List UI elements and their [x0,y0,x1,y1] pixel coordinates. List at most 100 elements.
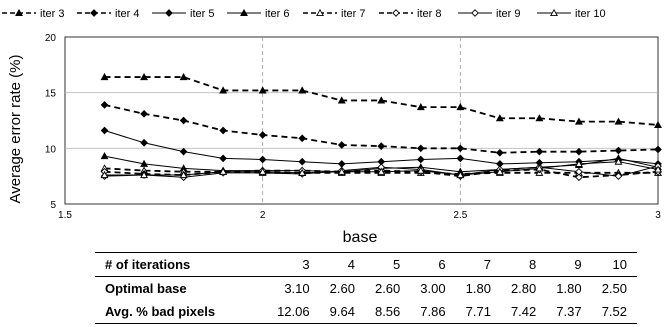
data-point [496,148,504,157]
legend-entry: iter 10 [537,8,606,20]
table-cell: 3 [265,252,320,277]
data-point [416,155,425,164]
tick-labels: 5 10 15 20 1.5 2 2.5 3 [45,33,661,221]
data-point [298,86,307,94]
data-point [614,157,623,165]
data-point [535,164,544,172]
data-point [298,168,307,176]
legend-label: iter 6 [265,8,289,20]
data-point [575,173,583,182]
data-point [392,9,400,17]
data-point [219,154,227,163]
table-cell: 2.80 [510,281,537,296]
data-point [100,170,109,179]
legend-entry: iter 5 [152,8,214,20]
data-point [140,138,148,147]
legend-label: iter 3 [40,8,64,20]
data-point [574,117,583,125]
y-tick-label: 5 [50,200,56,211]
data-point [377,96,386,104]
data-point [90,9,98,17]
data-point [219,86,228,94]
table-cell: 5 [364,252,411,277]
data-point [179,116,188,125]
data-point [535,147,544,156]
table-cell: 1.80 [556,281,582,296]
data-point [179,147,188,156]
data-point [15,8,23,17]
series-iter-3 [100,72,662,128]
series-line [104,167,658,175]
data-point [495,114,504,122]
data-point [100,152,109,160]
legend-label: iter 10 [575,8,606,20]
data-point [416,103,425,111]
gridlines [65,37,658,204]
data-point [258,86,267,94]
x-axis-label: base [343,229,378,246]
data-point [377,167,386,175]
data-point [337,160,346,168]
data-point [337,96,346,104]
data-point [179,170,188,179]
data-point [535,114,544,122]
row-label: Optimal base [105,281,187,296]
data-point [179,72,188,81]
data-point [471,9,479,17]
data-point [219,126,227,135]
data-point [165,9,173,17]
legend-label: iter 8 [417,8,441,20]
data-point [416,144,425,153]
legend-entry: iter 6 [227,8,289,20]
legend: iter 3 iter 4 iter 5 iter 6 iter 7 iter 8 iter… [2,8,606,20]
x-tick-label: 1.5 [58,210,72,221]
table-cell: 2.60 [374,281,401,296]
data-point [219,167,228,175]
data-point [574,159,583,167]
table-cell: 7.71 [455,300,501,324]
data-point [337,167,346,175]
table-cell: 8.56 [364,300,411,324]
row-label: # of iterations [95,252,265,277]
data-point [140,72,149,81]
y-tick-label: 10 [45,144,57,155]
data-point [316,8,324,17]
y-tick-label: 15 [45,89,57,100]
legend-label: iter 4 [115,8,139,20]
series-iter-4 [100,101,662,157]
data-point [495,167,504,175]
data-point [654,145,662,154]
table-cell: 7.86 [410,300,456,324]
table-cell: 1.80 [465,281,491,296]
data-point [614,117,623,125]
plot-area [64,36,659,205]
legend-entry: iter 3 [2,8,64,20]
table-cell: 3.00 [420,281,446,296]
table-cell: 9 [546,252,592,277]
data-point [140,109,148,118]
table-cell: 7.37 [546,300,592,324]
table-cell: 3.10 [284,281,310,296]
data-point [456,170,465,179]
data-point [575,167,583,176]
data-point [100,101,109,109]
data-point [416,166,425,174]
table-cell: 7.42 [500,300,547,324]
series-group [100,72,662,182]
table-row: # of iterations 3 4 5 6 7 8 9 10 [95,252,637,277]
data-point [258,155,267,164]
series-iter-10 [100,157,662,179]
table-cell: 12.06 [265,300,320,324]
legend-entry: iter 8 [379,8,441,20]
y-axis-label: Average error rate (%) [7,55,24,204]
data-point [298,157,307,166]
table-cell: 7 [455,252,501,277]
data-point [258,167,267,175]
y-tick-label: 20 [45,33,57,44]
line-chart: iter 3 iter 4 iter 5 iter 6 iter 7 iter 8 iter… [2,8,662,246]
data-point [456,144,465,153]
table-cell: 7.52 [591,300,637,324]
legend-entry: iter 7 [303,8,365,20]
data-point [337,141,346,149]
data-point [550,8,558,17]
